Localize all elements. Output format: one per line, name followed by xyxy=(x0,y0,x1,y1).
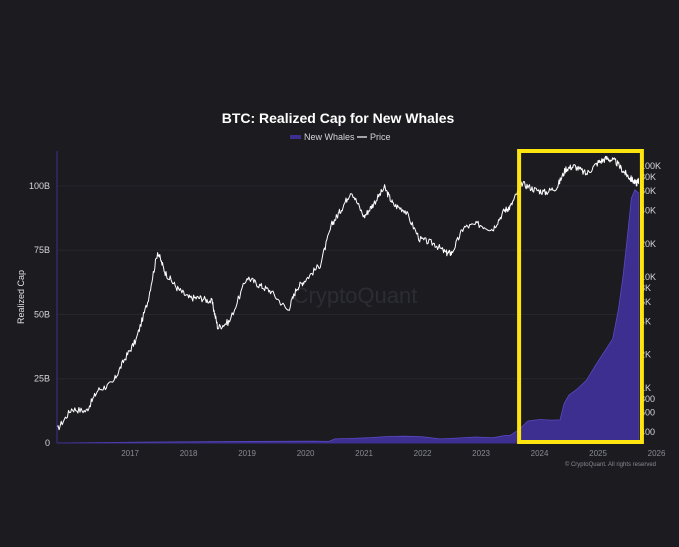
grid-lines xyxy=(57,185,639,380)
right-tick-label: 80K xyxy=(640,172,656,182)
legend[interactable]: New Whales Price xyxy=(290,132,391,142)
right-tick-label: 100K xyxy=(640,161,661,171)
x-tick-label: 2024 xyxy=(531,449,549,458)
left-tick-label: 0 xyxy=(45,438,50,448)
x-tick-label: 2019 xyxy=(238,449,256,458)
chart-title: BTC: Realized Cap for New Whales xyxy=(222,110,455,126)
series-line-price xyxy=(57,155,639,431)
x-tick-label: 2021 xyxy=(355,449,373,458)
legend-label-price: Price xyxy=(370,132,391,142)
right-tick-label: 6K xyxy=(640,297,651,307)
copyright-notice: © CryptoQuant. All rights reserved xyxy=(565,461,656,468)
watermark: CryptoQuant xyxy=(293,283,418,308)
right-tick-label: 800 xyxy=(640,394,655,404)
x-tick-label: 2026 xyxy=(648,449,666,458)
highlight-box xyxy=(517,149,644,444)
x-tick-label: 2017 xyxy=(121,449,139,458)
right-tick-label: 40K xyxy=(640,205,656,215)
left-tick-label: 50B xyxy=(34,309,50,319)
right-tick-label: 2K xyxy=(640,350,651,360)
right-tick-label: 8K xyxy=(640,283,651,293)
series-area-new-whales xyxy=(57,189,639,443)
right-tick-label: 10K xyxy=(640,272,656,282)
x-tick-label: 2018 xyxy=(180,449,198,458)
x-tick-label: 2023 xyxy=(472,449,490,458)
x-tick-label: 2020 xyxy=(297,449,315,458)
x-tick-label: 2022 xyxy=(414,449,432,458)
right-tick-label: 60K xyxy=(640,186,656,196)
right-tick-label: 600 xyxy=(640,408,655,418)
left-tick-label: 100B xyxy=(29,181,50,191)
x-tick-label: 2025 xyxy=(589,449,607,458)
left-tick-label: 25B xyxy=(34,374,50,384)
x-axis-ticks: 2017 2018 2019 2020 2021 2022 2023 2024 2025 2026 xyxy=(121,449,666,458)
y-axis-label: Realized Cap xyxy=(16,270,26,324)
right-tick-label: 400 xyxy=(640,427,655,437)
right-tick-label: 1K xyxy=(640,383,651,393)
legend-label-new-whales: New Whales xyxy=(304,132,355,142)
right-tick-label: 4K xyxy=(640,316,651,326)
legend-swatch-new-whales xyxy=(290,135,301,139)
right-tick-label: 20K xyxy=(640,239,656,249)
left-axis-ticks: 0 25B 50B 75B 100B xyxy=(29,181,50,448)
left-tick-label: 75B xyxy=(34,245,50,255)
